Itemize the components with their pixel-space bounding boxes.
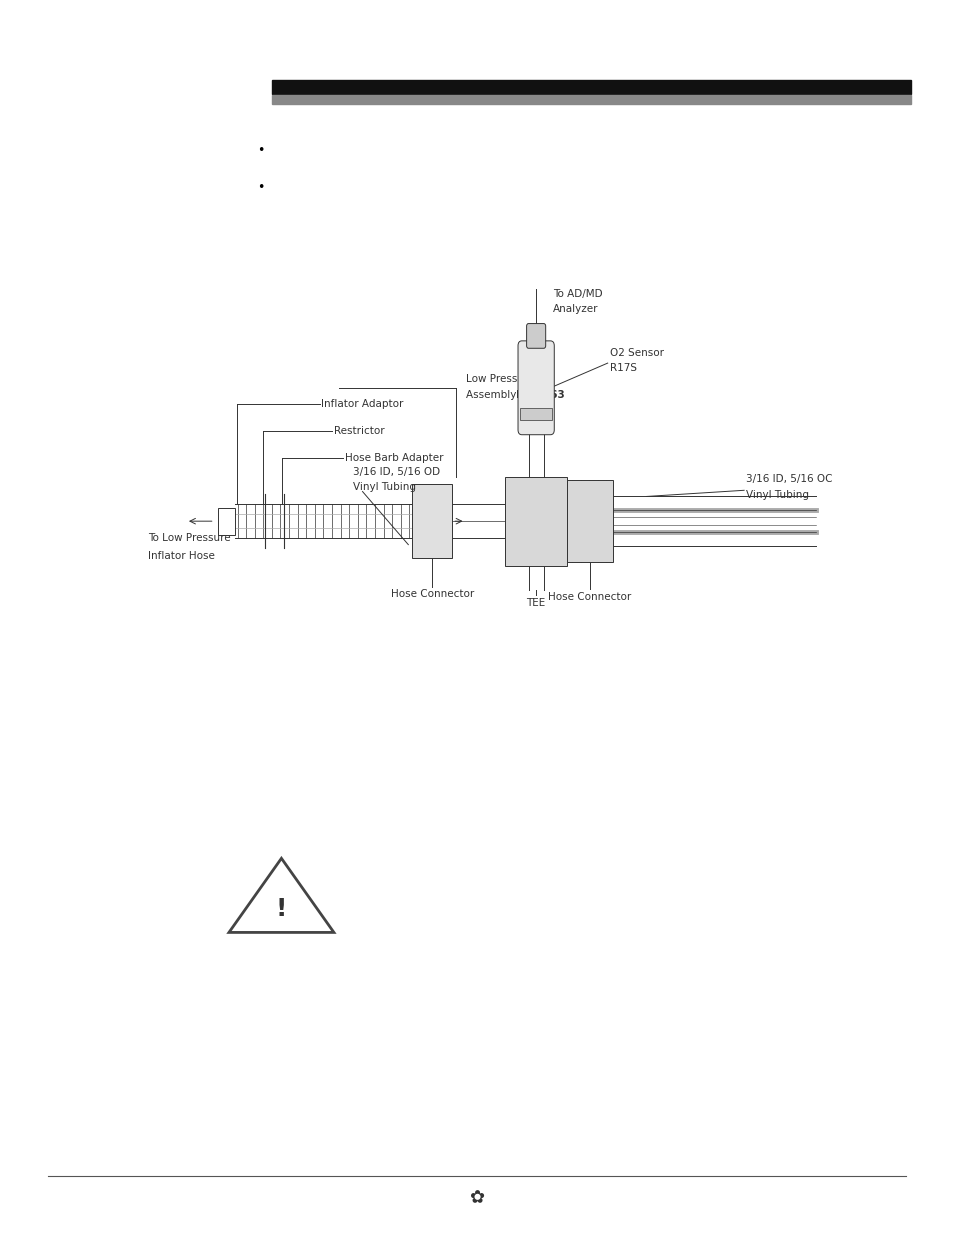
Bar — [519, 408, 552, 420]
FancyBboxPatch shape — [412, 484, 452, 558]
Text: Low Pressure: Low Pressure — [465, 374, 534, 384]
Text: Restrictor: Restrictor — [334, 426, 384, 436]
FancyBboxPatch shape — [566, 480, 613, 562]
Text: 3/16 ID, 5/16 OD: 3/16 ID, 5/16 OD — [353, 467, 439, 477]
Text: 3/16 ID, 5/16 OC: 3/16 ID, 5/16 OC — [745, 474, 832, 484]
Text: Hose Connector: Hose Connector — [548, 592, 631, 601]
Text: Vinyl Tubing: Vinyl Tubing — [745, 490, 808, 500]
Text: •: • — [257, 144, 265, 157]
Text: R17S: R17S — [609, 363, 636, 373]
Text: To AD/MD: To AD/MD — [553, 289, 602, 299]
Text: Analyzer: Analyzer — [553, 304, 598, 314]
Text: B-77263: B-77263 — [516, 390, 564, 400]
Text: To Low Pressure: To Low Pressure — [148, 534, 231, 543]
Bar — [272, 80, 910, 94]
Text: Hose Connector: Hose Connector — [390, 589, 474, 599]
Bar — [272, 95, 910, 104]
FancyBboxPatch shape — [517, 341, 554, 435]
Text: TEE: TEE — [526, 598, 545, 608]
FancyBboxPatch shape — [505, 477, 566, 566]
Text: Inflator Hose: Inflator Hose — [148, 551, 214, 561]
Text: O2 Sensor: O2 Sensor — [609, 348, 663, 358]
Text: Assembly: Assembly — [465, 390, 518, 400]
Text: Inflator Adaptor: Inflator Adaptor — [321, 399, 403, 409]
FancyBboxPatch shape — [526, 324, 545, 348]
Text: Vinyl Tubing: Vinyl Tubing — [353, 482, 416, 492]
Text: •: • — [257, 182, 265, 194]
Text: ✿: ✿ — [469, 1189, 484, 1207]
Polygon shape — [229, 858, 334, 932]
Bar — [217, 508, 234, 535]
Text: Hose Barb Adapter: Hose Barb Adapter — [345, 453, 443, 463]
Text: !: ! — [275, 897, 287, 921]
